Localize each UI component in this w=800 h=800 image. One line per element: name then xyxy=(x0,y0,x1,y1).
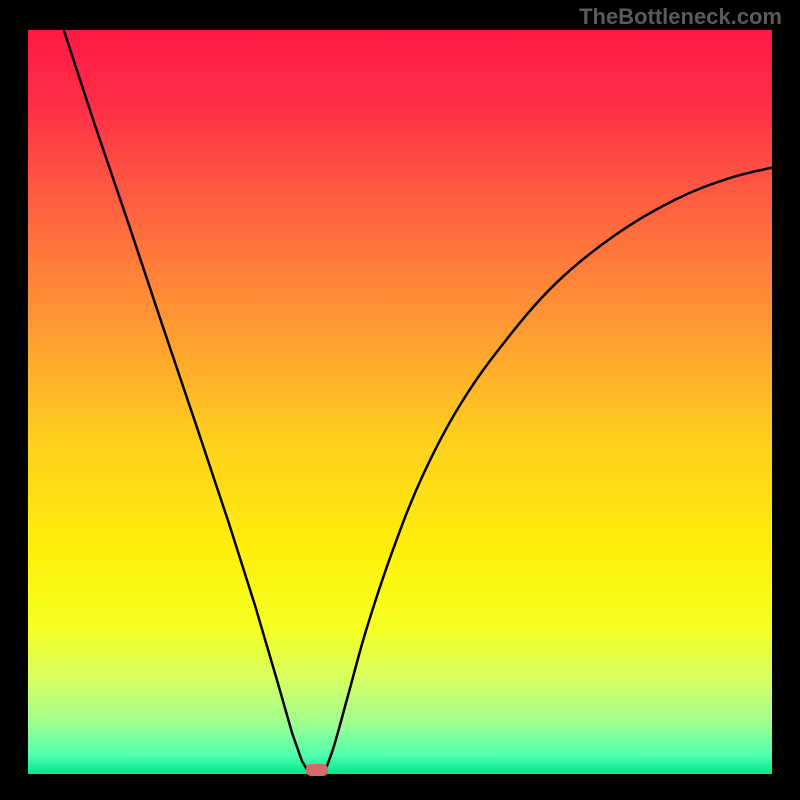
watermark-text: TheBottleneck.com xyxy=(579,4,782,30)
apex-marker xyxy=(306,764,328,776)
chart-canvas: TheBottleneck.com xyxy=(0,0,800,800)
plot-area xyxy=(28,30,772,774)
bottleneck-curve xyxy=(64,30,772,770)
curve-layer xyxy=(28,30,772,774)
